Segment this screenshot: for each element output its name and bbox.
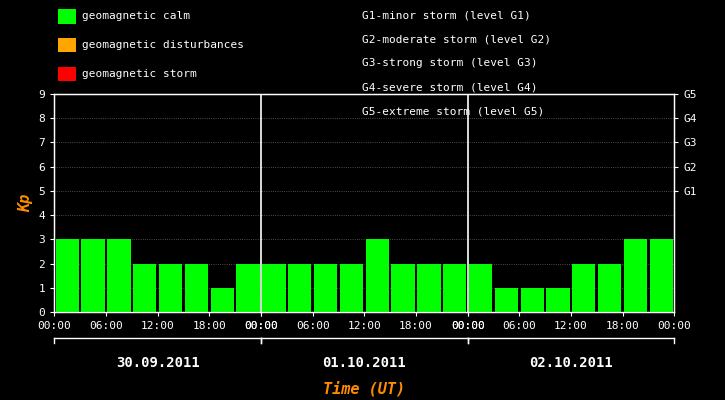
Text: G4-severe storm (level G4): G4-severe storm (level G4) bbox=[362, 82, 538, 92]
Text: 01.10.2011: 01.10.2011 bbox=[323, 356, 406, 370]
Bar bbox=[521, 288, 544, 312]
Text: G3-strong storm (level G3): G3-strong storm (level G3) bbox=[362, 58, 538, 68]
Text: geomagnetic storm: geomagnetic storm bbox=[82, 69, 196, 79]
Bar bbox=[392, 264, 415, 312]
Bar bbox=[56, 239, 79, 312]
Text: Time (UT): Time (UT) bbox=[323, 380, 405, 396]
Bar bbox=[469, 264, 492, 312]
Bar bbox=[211, 288, 234, 312]
Bar bbox=[81, 239, 104, 312]
Text: G1-minor storm (level G1): G1-minor storm (level G1) bbox=[362, 10, 531, 20]
Bar bbox=[340, 264, 363, 312]
Text: G5-extreme storm (level G5): G5-extreme storm (level G5) bbox=[362, 106, 544, 116]
Text: geomagnetic disturbances: geomagnetic disturbances bbox=[82, 40, 244, 50]
Bar bbox=[443, 264, 466, 312]
Text: 30.09.2011: 30.09.2011 bbox=[116, 356, 199, 370]
Bar bbox=[418, 264, 441, 312]
Bar bbox=[314, 264, 337, 312]
Bar bbox=[288, 264, 311, 312]
Bar bbox=[598, 264, 621, 312]
Bar bbox=[185, 264, 208, 312]
Bar bbox=[547, 288, 570, 312]
Bar bbox=[262, 264, 286, 312]
Bar bbox=[159, 264, 182, 312]
Y-axis label: Kp: Kp bbox=[18, 194, 33, 212]
Bar bbox=[365, 239, 389, 312]
Text: 02.10.2011: 02.10.2011 bbox=[529, 356, 613, 370]
Bar bbox=[650, 239, 673, 312]
Text: G2-moderate storm (level G2): G2-moderate storm (level G2) bbox=[362, 34, 552, 44]
Bar bbox=[624, 239, 647, 312]
Bar bbox=[572, 264, 595, 312]
Bar bbox=[494, 288, 518, 312]
Bar bbox=[236, 264, 260, 312]
Bar bbox=[133, 264, 157, 312]
Text: geomagnetic calm: geomagnetic calm bbox=[82, 11, 190, 21]
Bar bbox=[107, 239, 130, 312]
